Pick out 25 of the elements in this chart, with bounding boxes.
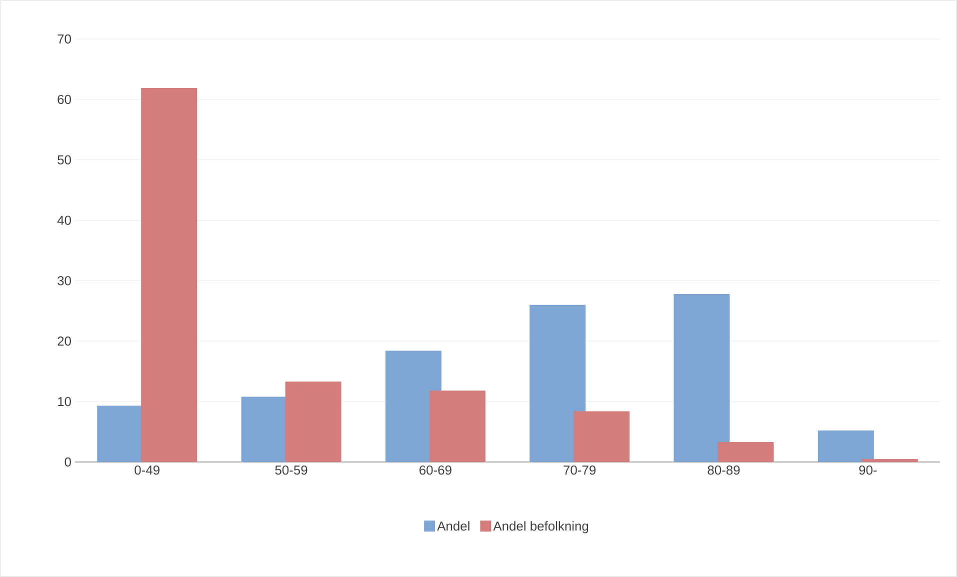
y-tick-label: 0 <box>64 457 71 467</box>
bar <box>574 411 630 462</box>
bar <box>818 430 874 462</box>
y-tick-label: 30 <box>58 276 71 286</box>
y-tick-label: 50 <box>58 155 71 164</box>
bar <box>530 304 586 462</box>
x-tick-label: 90- <box>859 466 877 475</box>
bar <box>718 442 774 462</box>
legend-label: Andel <box>437 521 470 531</box>
y-tick-label: 20 <box>58 336 71 346</box>
y-tick-label: 40 <box>57 216 71 225</box>
bar <box>285 382 342 462</box>
legend-label: Andel befolkning <box>493 521 588 534</box>
x-tick-label: 0-49 <box>134 466 160 475</box>
x-tick-label: 70-79 <box>564 466 596 475</box>
x-tick-label: 60-69 <box>420 466 452 475</box>
y-tick-label: 60 <box>58 94 71 104</box>
y-tick-label: 10 <box>58 396 71 406</box>
bar <box>429 390 486 462</box>
x-tick-label: 50-59 <box>275 466 308 475</box>
y-tick-label: 70 <box>58 34 71 44</box>
x-tick-label: 80-89 <box>708 466 740 475</box>
bar <box>141 88 198 462</box>
bar <box>862 458 918 462</box>
bar <box>674 294 730 462</box>
